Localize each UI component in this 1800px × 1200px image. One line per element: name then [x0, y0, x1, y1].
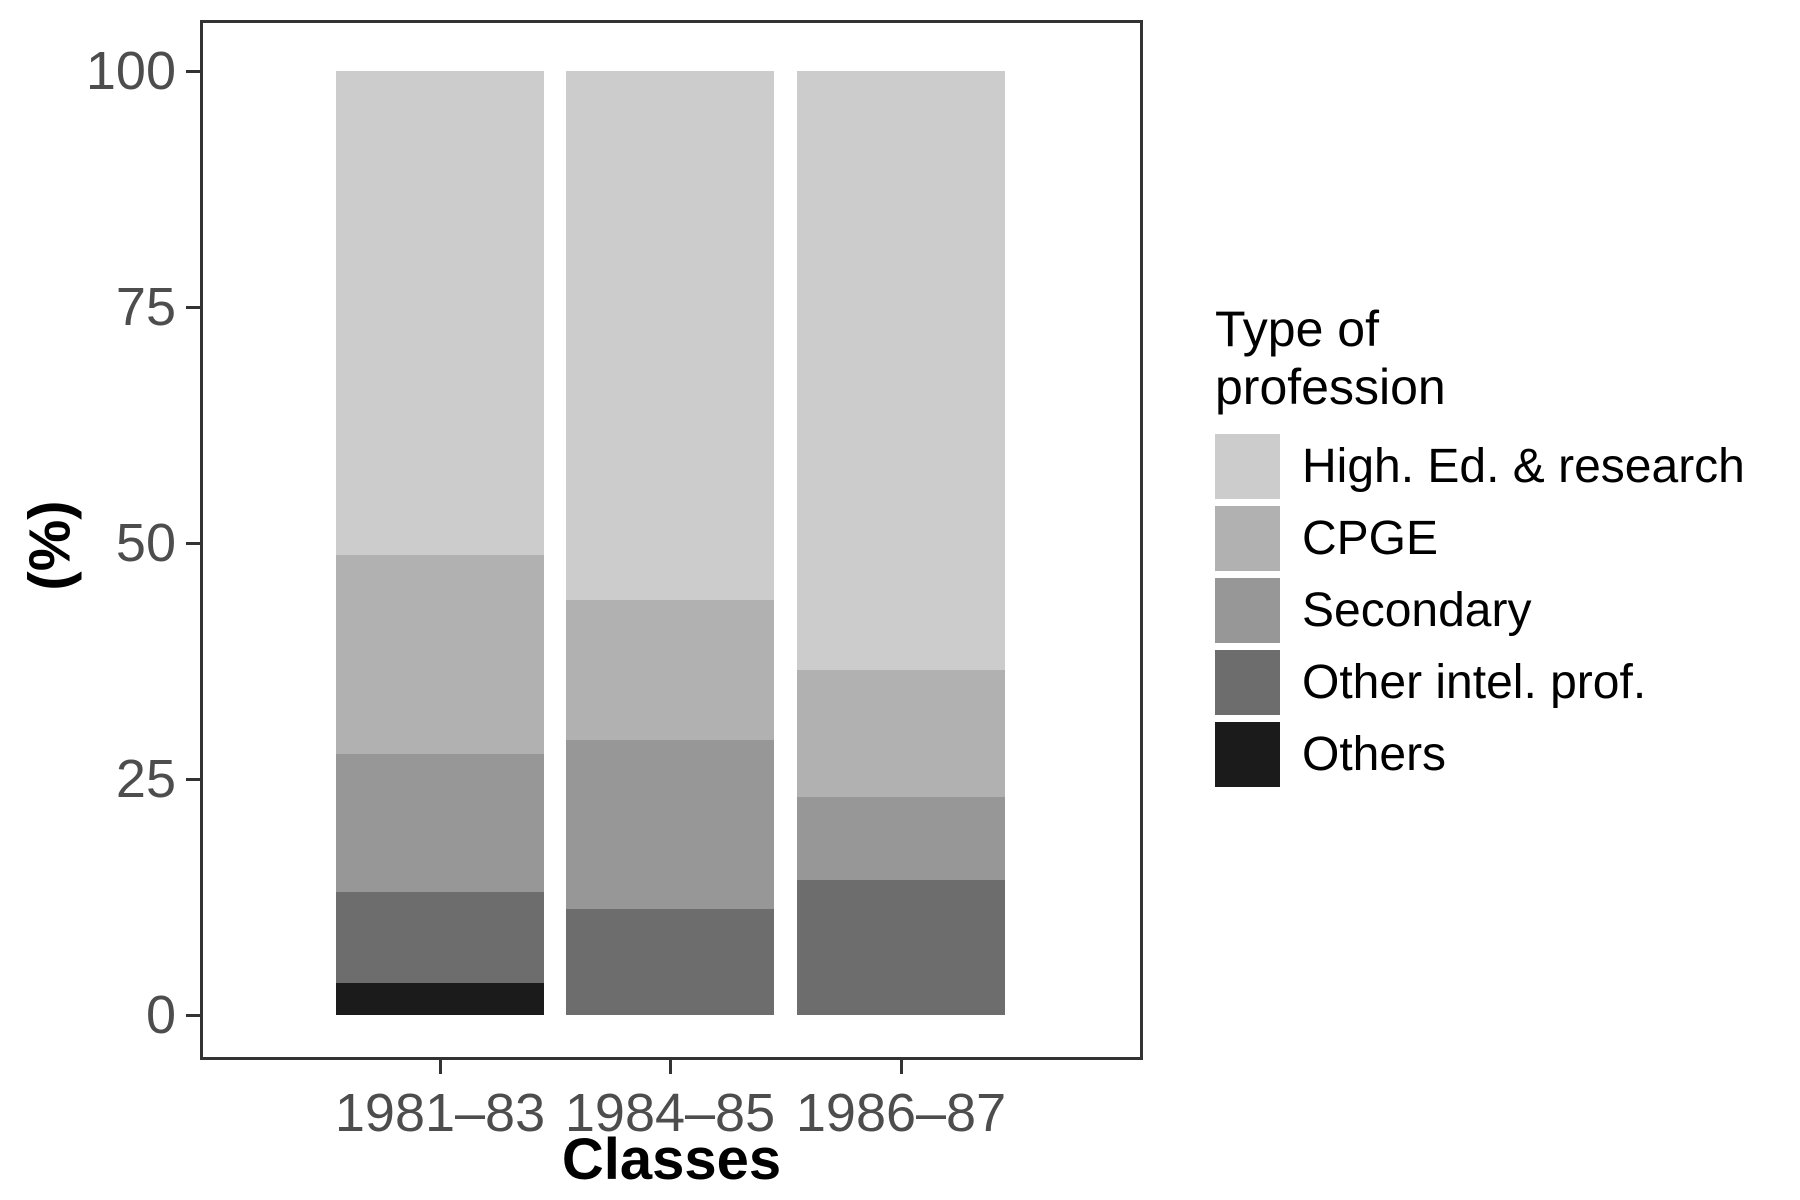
y-axis-tick-label: 100 [85, 41, 176, 101]
x-axis-tick-label: 1986–87 [795, 1083, 1007, 1143]
x-axis-tick-mark [899, 1060, 903, 1074]
x-axis-tick-label: 1981–83 [334, 1083, 546, 1143]
bar-segment-cpge [797, 670, 1005, 797]
legend-item-label: Others [1302, 728, 1447, 781]
legend-item-secondary: Secondary [1215, 578, 1745, 643]
y-axis-tick-mark [186, 777, 200, 781]
bar-segment-cpge [566, 599, 774, 741]
x-axis-tick-label: 1984–85 [564, 1083, 776, 1143]
y-axis-tick-mark [186, 305, 200, 309]
y-axis-tick-label: 75 [115, 277, 176, 337]
legend-key-swatch [1215, 506, 1280, 571]
legend-item-others: Others [1215, 722, 1745, 787]
bar-segment-secondary [797, 796, 1005, 880]
legend-item-other-intel-prof: Other intel. prof. [1215, 650, 1745, 715]
bar-segment-cpge [336, 555, 544, 754]
legend-key-swatch [1215, 722, 1280, 787]
x-axis-title: Classes [561, 1127, 782, 1192]
bar-segment-high-ed-research [797, 71, 1005, 671]
legend-key-swatch [1215, 434, 1280, 499]
bar-segment-other-intel-prof [566, 909, 774, 1015]
x-axis-tick-mark [438, 1060, 442, 1074]
legend-items: High. Ed. & research CPGE Secondary Other i… [1215, 434, 1745, 787]
y-axis-tick-mark [186, 1013, 200, 1017]
x-axis-tick-mark [668, 1060, 672, 1074]
legend: Type of profession High. Ed. & research C… [1215, 300, 1745, 787]
legend-item-label: CPGE [1302, 512, 1439, 565]
y-axis-tick-label: 25 [115, 749, 176, 809]
y-axis-tick-mark [186, 541, 200, 545]
y-axis-tick-mark [186, 69, 200, 73]
bar-segment-other-intel-prof [797, 880, 1005, 1015]
legend-item-label: Secondary [1302, 584, 1532, 637]
legend-key-swatch [1215, 578, 1280, 643]
y-axis-tick-label: 50 [115, 513, 176, 573]
bar-segment-high-ed-research [336, 71, 544, 556]
legend-item-label: Other intel. prof. [1302, 656, 1647, 709]
y-axis-tick-label: 0 [145, 985, 176, 1045]
legend-item-high-ed-research: High. Ed. & research [1215, 434, 1745, 499]
bar-segment-others [336, 982, 544, 1015]
bar-segment-high-ed-research [566, 71, 774, 600]
legend-key-swatch [1215, 650, 1280, 715]
legend-item-label: High. Ed. & research [1302, 440, 1745, 493]
bar-segment-other-intel-prof [336, 892, 544, 983]
bar-segment-secondary [336, 753, 544, 893]
legend-title-line-1: Type of [1215, 301, 1379, 357]
legend-title-line-2: profession [1215, 359, 1446, 415]
bar-segment-secondary [566, 740, 774, 910]
legend-item-cpge: CPGE [1215, 506, 1745, 571]
